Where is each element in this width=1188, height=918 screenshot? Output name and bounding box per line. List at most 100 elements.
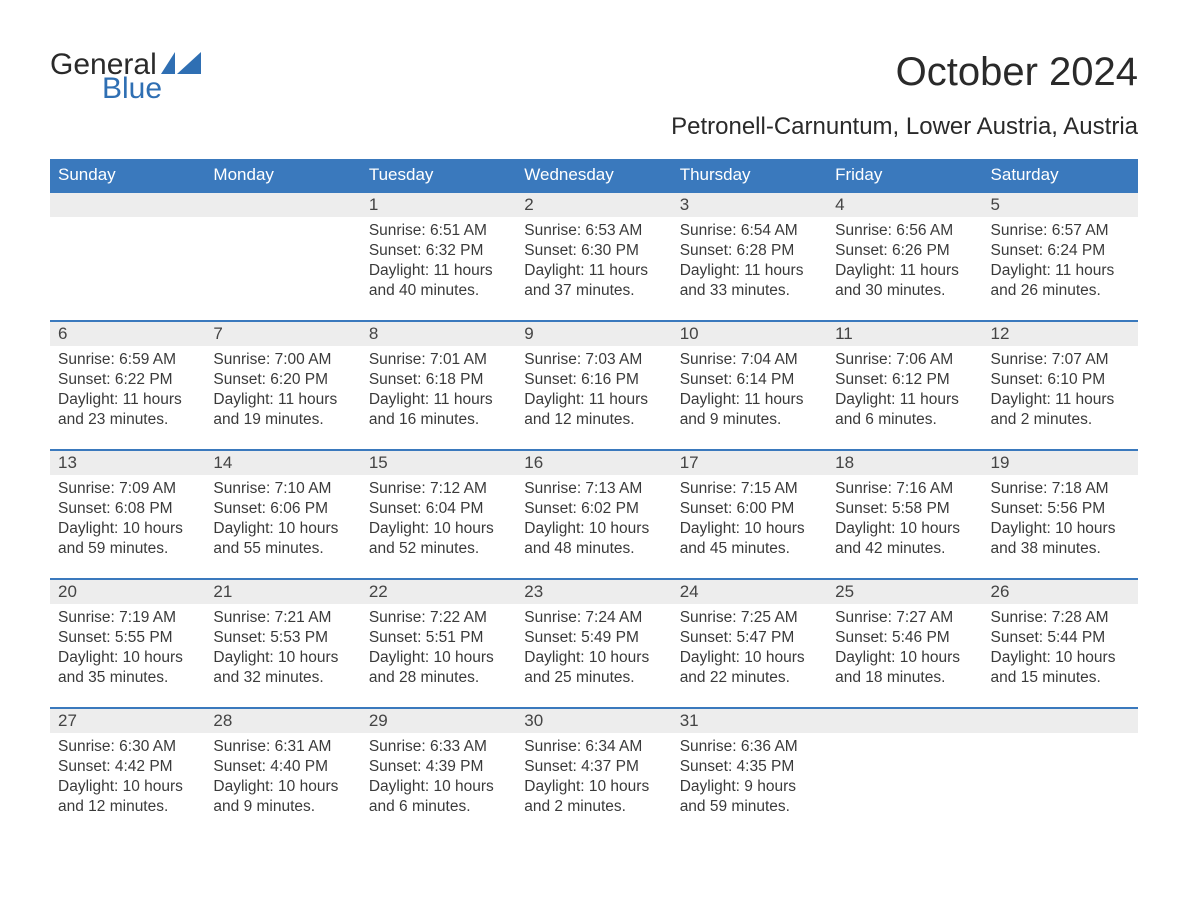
day-content-cell: Sunrise: 7:19 AMSunset: 5:55 PMDaylight:…	[50, 604, 205, 708]
day-content-cell: Sunrise: 6:34 AMSunset: 4:37 PMDaylight:…	[516, 733, 671, 837]
day-number-cell: 20	[50, 579, 205, 604]
sunset-line: Sunset: 5:49 PM	[524, 628, 663, 648]
daylight-line: Daylight: 10 hours and 22 minutes.	[680, 648, 819, 688]
header: General Blue October 2024 Petronell-Carn…	[50, 50, 1138, 153]
sunset-line: Sunset: 6:06 PM	[213, 499, 352, 519]
day-number-row: 20212223242526	[50, 579, 1138, 604]
day-header: Saturday	[983, 159, 1138, 192]
sunset-line: Sunset: 6:14 PM	[680, 370, 819, 390]
day-content-cell: Sunrise: 7:21 AMSunset: 5:53 PMDaylight:…	[205, 604, 360, 708]
sunset-line: Sunset: 5:46 PM	[835, 628, 974, 648]
day-number-cell: 29	[361, 708, 516, 733]
sunrise-line: Sunrise: 7:07 AM	[991, 350, 1130, 370]
daylight-line: Daylight: 11 hours and 33 minutes.	[680, 261, 819, 301]
day-content-cell: Sunrise: 7:15 AMSunset: 6:00 PMDaylight:…	[672, 475, 827, 579]
day-number-cell: 25	[827, 579, 982, 604]
sunrise-line: Sunrise: 7:00 AM	[213, 350, 352, 370]
sunset-line: Sunset: 6:24 PM	[991, 241, 1130, 261]
location-subtitle: Petronell-Carnuntum, Lower Austria, Aust…	[671, 113, 1138, 141]
day-number-cell: 24	[672, 579, 827, 604]
day-number-cell	[205, 192, 360, 217]
day-number-cell: 15	[361, 450, 516, 475]
day-number-cell: 10	[672, 321, 827, 346]
sunrise-line: Sunrise: 7:06 AM	[835, 350, 974, 370]
day-content-cell: Sunrise: 7:04 AMSunset: 6:14 PMDaylight:…	[672, 346, 827, 450]
day-number-row: 2728293031	[50, 708, 1138, 733]
day-header-row: SundayMondayTuesdayWednesdayThursdayFrid…	[50, 159, 1138, 192]
daylight-line: Daylight: 11 hours and 23 minutes.	[58, 390, 197, 430]
sunrise-line: Sunrise: 6:36 AM	[680, 737, 819, 757]
day-content-cell: Sunrise: 7:27 AMSunset: 5:46 PMDaylight:…	[827, 604, 982, 708]
day-number-cell: 14	[205, 450, 360, 475]
sunrise-line: Sunrise: 7:03 AM	[524, 350, 663, 370]
sunrise-line: Sunrise: 7:18 AM	[991, 479, 1130, 499]
day-number-cell	[983, 708, 1138, 733]
sunset-line: Sunset: 5:53 PM	[213, 628, 352, 648]
day-content-row: Sunrise: 6:59 AMSunset: 6:22 PMDaylight:…	[50, 346, 1138, 450]
daylight-line: Daylight: 10 hours and 18 minutes.	[835, 648, 974, 688]
sunset-line: Sunset: 6:08 PM	[58, 499, 197, 519]
daylight-line: Daylight: 10 hours and 48 minutes.	[524, 519, 663, 559]
sunset-line: Sunset: 5:47 PM	[680, 628, 819, 648]
day-header: Monday	[205, 159, 360, 192]
day-number-cell: 4	[827, 192, 982, 217]
day-content-cell: Sunrise: 6:56 AMSunset: 6:26 PMDaylight:…	[827, 217, 982, 321]
sunrise-line: Sunrise: 7:04 AM	[680, 350, 819, 370]
day-content-cell: Sunrise: 7:00 AMSunset: 6:20 PMDaylight:…	[205, 346, 360, 450]
daylight-line: Daylight: 10 hours and 42 minutes.	[835, 519, 974, 559]
sunset-line: Sunset: 5:58 PM	[835, 499, 974, 519]
sunset-line: Sunset: 4:37 PM	[524, 757, 663, 777]
daylight-line: Daylight: 11 hours and 2 minutes.	[991, 390, 1130, 430]
sunrise-line: Sunrise: 7:13 AM	[524, 479, 663, 499]
day-content-cell: Sunrise: 7:13 AMSunset: 6:02 PMDaylight:…	[516, 475, 671, 579]
day-content-cell: Sunrise: 6:59 AMSunset: 6:22 PMDaylight:…	[50, 346, 205, 450]
day-content-cell	[827, 733, 982, 837]
day-content-cell: Sunrise: 7:03 AMSunset: 6:16 PMDaylight:…	[516, 346, 671, 450]
day-number-row: 6789101112	[50, 321, 1138, 346]
daylight-line: Daylight: 10 hours and 9 minutes.	[213, 777, 352, 817]
sunset-line: Sunset: 5:44 PM	[991, 628, 1130, 648]
day-number-cell: 13	[50, 450, 205, 475]
day-number-cell: 8	[361, 321, 516, 346]
sunset-line: Sunset: 6:10 PM	[991, 370, 1130, 390]
daylight-line: Daylight: 10 hours and 32 minutes.	[213, 648, 352, 688]
day-content-cell: Sunrise: 7:24 AMSunset: 5:49 PMDaylight:…	[516, 604, 671, 708]
day-content-cell: Sunrise: 7:01 AMSunset: 6:18 PMDaylight:…	[361, 346, 516, 450]
sunrise-line: Sunrise: 7:19 AM	[58, 608, 197, 628]
day-content-row: Sunrise: 7:19 AMSunset: 5:55 PMDaylight:…	[50, 604, 1138, 708]
day-number-cell: 30	[516, 708, 671, 733]
day-number-cell: 19	[983, 450, 1138, 475]
daylight-line: Daylight: 10 hours and 2 minutes.	[524, 777, 663, 817]
logo: General Blue	[50, 50, 201, 104]
day-content-cell: Sunrise: 6:57 AMSunset: 6:24 PMDaylight:…	[983, 217, 1138, 321]
day-number-cell: 1	[361, 192, 516, 217]
day-header: Friday	[827, 159, 982, 192]
daylight-line: Daylight: 10 hours and 28 minutes.	[369, 648, 508, 688]
daylight-line: Daylight: 11 hours and 19 minutes.	[213, 390, 352, 430]
day-header: Tuesday	[361, 159, 516, 192]
sunrise-line: Sunrise: 7:24 AM	[524, 608, 663, 628]
sunset-line: Sunset: 6:12 PM	[835, 370, 974, 390]
day-content-cell: Sunrise: 7:12 AMSunset: 6:04 PMDaylight:…	[361, 475, 516, 579]
sunset-line: Sunset: 6:26 PM	[835, 241, 974, 261]
daylight-line: Daylight: 10 hours and 15 minutes.	[991, 648, 1130, 688]
sunrise-line: Sunrise: 7:22 AM	[369, 608, 508, 628]
sunset-line: Sunset: 4:40 PM	[213, 757, 352, 777]
sunrise-line: Sunrise: 7:21 AM	[213, 608, 352, 628]
day-content-cell: Sunrise: 7:25 AMSunset: 5:47 PMDaylight:…	[672, 604, 827, 708]
day-number-cell: 7	[205, 321, 360, 346]
sunrise-line: Sunrise: 6:53 AM	[524, 221, 663, 241]
day-content-cell: Sunrise: 7:22 AMSunset: 5:51 PMDaylight:…	[361, 604, 516, 708]
day-header: Wednesday	[516, 159, 671, 192]
sunset-line: Sunset: 4:35 PM	[680, 757, 819, 777]
sunrise-line: Sunrise: 7:15 AM	[680, 479, 819, 499]
sunrise-line: Sunrise: 7:09 AM	[58, 479, 197, 499]
daylight-line: Daylight: 11 hours and 37 minutes.	[524, 261, 663, 301]
daylight-line: Daylight: 11 hours and 9 minutes.	[680, 390, 819, 430]
day-number-cell: 22	[361, 579, 516, 604]
calendar-table: SundayMondayTuesdayWednesdayThursdayFrid…	[50, 159, 1138, 837]
sunset-line: Sunset: 5:56 PM	[991, 499, 1130, 519]
day-content-cell: Sunrise: 6:53 AMSunset: 6:30 PMDaylight:…	[516, 217, 671, 321]
day-number-cell: 5	[983, 192, 1138, 217]
day-number-cell: 23	[516, 579, 671, 604]
